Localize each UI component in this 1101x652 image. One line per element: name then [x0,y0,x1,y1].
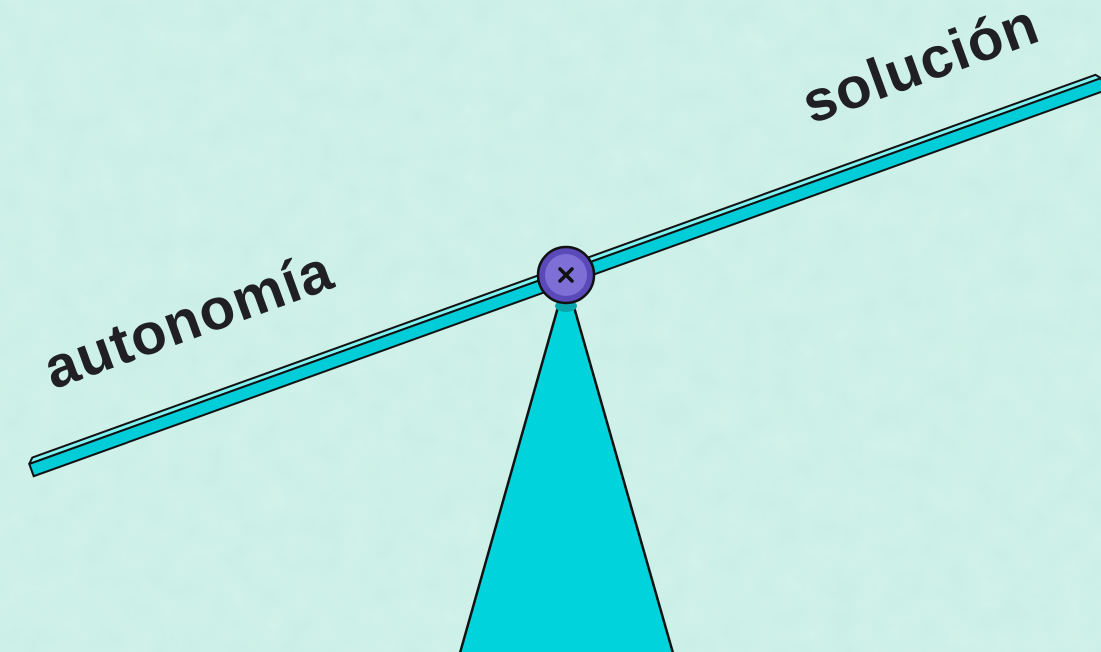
seesaw-illustration: autonomía solución [0,0,1101,652]
page: {"beam": {"left_label": "autonomía", "ri… [0,0,1101,652]
